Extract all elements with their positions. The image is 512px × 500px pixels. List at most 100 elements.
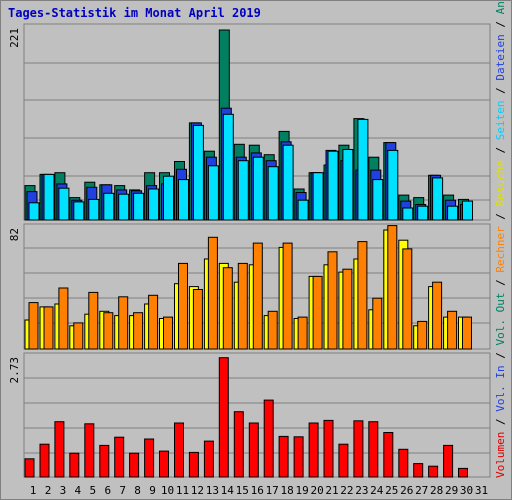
x-tick-label-27: 27 bbox=[415, 484, 428, 497]
bar-seiten-day-7 bbox=[118, 193, 130, 221]
bar-rechner-day-21 bbox=[327, 251, 338, 350]
legend-segment-2: Vol. In bbox=[494, 365, 507, 411]
bar-volumen-day-12 bbox=[188, 451, 199, 478]
bar-rechner-day-5 bbox=[88, 291, 99, 350]
bar-rechner-day-8 bbox=[133, 312, 144, 350]
x-tick-label-6: 6 bbox=[104, 484, 111, 497]
bar-volumen-day-10 bbox=[159, 450, 169, 478]
x-tick-label-7: 7 bbox=[119, 484, 126, 497]
bar-seiten-day-29 bbox=[447, 205, 459, 221]
bar-seiten-day-26 bbox=[402, 207, 414, 221]
bar-seiten-day-21 bbox=[327, 150, 339, 221]
bar-rechner-day-12 bbox=[192, 289, 203, 350]
bar-rechner-day-1 bbox=[28, 302, 39, 350]
bar-volumen-day-7 bbox=[114, 436, 125, 478]
chart-title: Tages-Statistik im Monat April 2019 bbox=[8, 6, 261, 20]
x-tick-label-5: 5 bbox=[89, 484, 96, 497]
bar-seiten-day-10 bbox=[163, 175, 174, 221]
x-tick-label-8: 8 bbox=[134, 484, 141, 497]
x-tick-label-28: 28 bbox=[430, 484, 443, 497]
x-tick-label-13: 13 bbox=[206, 484, 219, 497]
bar-volumen-day-18 bbox=[278, 435, 289, 478]
bar-volumen-day-11 bbox=[174, 422, 184, 478]
bar-rechner-day-4 bbox=[73, 322, 84, 350]
bar-volumen-day-28 bbox=[428, 465, 439, 478]
legend-segment-8: Besuche bbox=[494, 160, 507, 206]
bar-rechner-day-14 bbox=[222, 267, 233, 350]
bar-volumen-day-26 bbox=[398, 448, 409, 478]
x-tick-label-22: 22 bbox=[340, 484, 353, 497]
x-tick-label-11: 11 bbox=[176, 484, 189, 497]
bar-volumen-day-14 bbox=[218, 357, 229, 478]
bar-volumen-day-22 bbox=[338, 443, 349, 478]
legend-segment-11: / bbox=[494, 81, 507, 101]
x-tick-label-17: 17 bbox=[266, 484, 279, 497]
x-tick-label-20: 20 bbox=[310, 484, 323, 497]
bar-volumen-day-3 bbox=[54, 421, 65, 478]
bar-seiten-day-2 bbox=[43, 173, 55, 221]
bar-seiten-day-25 bbox=[387, 149, 399, 221]
bar-volumen-day-30 bbox=[458, 467, 468, 478]
legend-segment-13: / bbox=[494, 14, 507, 34]
legend-segment-10: Seiten bbox=[494, 100, 507, 140]
legend-segment-0: Volumen bbox=[494, 432, 507, 478]
bar-seiten-day-9 bbox=[148, 188, 160, 221]
bar-volumen-day-24 bbox=[368, 421, 379, 478]
x-tick-label-23: 23 bbox=[355, 484, 368, 497]
x-tick-label-10: 10 bbox=[161, 484, 174, 497]
legend-segment-1: / bbox=[494, 412, 507, 432]
x-tick-label-14: 14 bbox=[221, 484, 235, 497]
bar-volumen-day-4 bbox=[69, 452, 80, 478]
bar-seiten-day-28 bbox=[432, 177, 444, 221]
x-tick-label-25: 25 bbox=[385, 484, 398, 497]
legend-segment-7: / bbox=[494, 206, 507, 226]
bar-seiten-day-14 bbox=[222, 113, 234, 221]
x-tick-label-2: 2 bbox=[45, 484, 52, 497]
x-tick-label-18: 18 bbox=[280, 484, 293, 497]
x-tick-label-26: 26 bbox=[400, 484, 413, 497]
bar-rechner-day-15 bbox=[237, 262, 248, 350]
bar-rechner-day-6 bbox=[103, 312, 114, 350]
bar-seiten-day-27 bbox=[417, 205, 429, 221]
bar-volumen-day-21 bbox=[323, 419, 334, 478]
bar-seiten-day-19 bbox=[297, 199, 309, 221]
bar-seiten-day-6 bbox=[103, 192, 115, 221]
bar-seiten-day-17 bbox=[267, 166, 279, 221]
bar-seiten-day-22 bbox=[342, 149, 354, 221]
bar-rechner-day-26 bbox=[402, 248, 413, 350]
bar-seiten-day-11 bbox=[178, 179, 189, 221]
bar-rechner-day-16 bbox=[252, 242, 263, 350]
legend-segment-12: Dateien bbox=[494, 34, 507, 80]
bar-rechner-day-28 bbox=[432, 281, 443, 350]
bar-volumen-day-13 bbox=[203, 440, 214, 478]
bar-volumen-day-15 bbox=[233, 411, 244, 478]
bar-volumen-day-23 bbox=[353, 420, 364, 478]
bar-seiten-day-8 bbox=[133, 192, 145, 221]
bar-rechner-day-9 bbox=[148, 294, 159, 350]
x-tick-label-29: 29 bbox=[445, 484, 458, 497]
bar-seiten-day-1 bbox=[28, 202, 40, 221]
bar-volumen-day-6 bbox=[99, 444, 110, 478]
bar-rechner-day-10 bbox=[163, 316, 173, 350]
bar-volumen-day-8 bbox=[129, 452, 140, 478]
bar-rechner-day-2 bbox=[43, 306, 54, 350]
bar-rechner-day-17 bbox=[267, 310, 278, 350]
bar-rechner-day-24 bbox=[372, 297, 383, 350]
legend-segment-3: / bbox=[494, 346, 507, 366]
y-max-label-bottom: 2.73 bbox=[8, 357, 21, 384]
x-tick-label-16: 16 bbox=[251, 484, 264, 497]
x-tick-label-3: 3 bbox=[60, 484, 67, 497]
bar-seiten-day-5 bbox=[88, 198, 100, 221]
bar-seiten-day-13 bbox=[207, 165, 219, 221]
bar-seiten-day-3 bbox=[58, 187, 70, 221]
bar-seiten-day-12 bbox=[192, 124, 204, 221]
bar-rechner-day-7 bbox=[118, 296, 129, 350]
bar-seiten-day-30 bbox=[462, 200, 473, 221]
bar-rechner-day-11 bbox=[178, 262, 188, 350]
bar-volumen-day-17 bbox=[263, 399, 274, 478]
x-tick-label-12: 12 bbox=[191, 484, 204, 497]
bar-seiten-day-18 bbox=[282, 144, 294, 221]
legend-segment-9: / bbox=[494, 140, 507, 160]
bar-volumen-day-29 bbox=[443, 444, 454, 478]
bar-rechner-day-18 bbox=[282, 242, 293, 350]
